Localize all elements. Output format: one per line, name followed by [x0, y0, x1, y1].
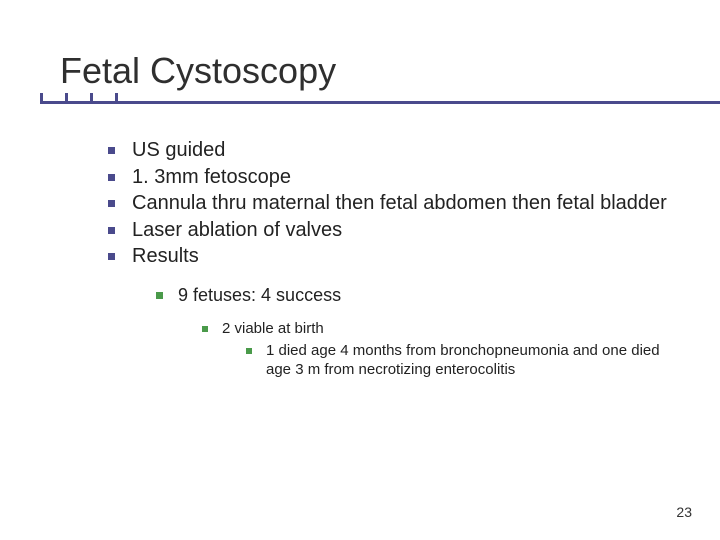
content-body: US guided 1. 3mm fetoscope Cannula thru …: [0, 104, 720, 380]
bullet-item: US guided: [108, 138, 680, 164]
bullet-text: 1 died age 4 months from bronchopneumoni…: [266, 342, 660, 379]
title-ticks: [40, 93, 140, 101]
bullet-text: 9 fetuses: 4 success: [178, 285, 341, 305]
tick: [90, 93, 93, 101]
page-number: 23: [676, 504, 692, 520]
bullet-text: US guided: [132, 139, 225, 161]
bullet-list-level2: 9 fetuses: 4 success 2 viable at birth 1…: [132, 284, 680, 380]
bullet-text: 2 viable at birth: [222, 320, 324, 337]
bullet-list-level4: 1 died age 4 months from bronchopneumoni…: [222, 341, 680, 380]
slide-title: Fetal Cystoscopy: [60, 50, 720, 92]
bullet-item: 2 viable at birth 1 died age 4 months fr…: [202, 319, 680, 380]
tick: [40, 93, 43, 101]
bullet-item: Results 9 fetuses: 4 success 2 viable at…: [108, 244, 680, 379]
bullet-text: Laser ablation of valves: [132, 219, 342, 241]
title-zone: Fetal Cystoscopy: [0, 0, 720, 104]
tick: [115, 93, 118, 101]
bullet-item: 1 died age 4 months from bronchopneumoni…: [246, 341, 680, 380]
bullet-item: Cannula thru maternal then fetal abdomen…: [108, 191, 680, 217]
bullet-text: 1. 3mm fetoscope: [132, 166, 291, 188]
bullet-item: 1. 3mm fetoscope: [108, 165, 680, 191]
bullet-item: 9 fetuses: 4 success 2 viable at birth 1…: [156, 284, 680, 380]
bullet-list-level3: 2 viable at birth 1 died age 4 months fr…: [178, 319, 680, 380]
tick: [65, 93, 68, 101]
bullet-list-level1: US guided 1. 3mm fetoscope Cannula thru …: [108, 138, 680, 380]
bullet-item: Laser ablation of valves: [108, 218, 680, 244]
bullet-text: Results: [132, 245, 199, 267]
bullet-text: Cannula thru maternal then fetal abdomen…: [132, 192, 667, 214]
title-underline: [40, 101, 720, 104]
